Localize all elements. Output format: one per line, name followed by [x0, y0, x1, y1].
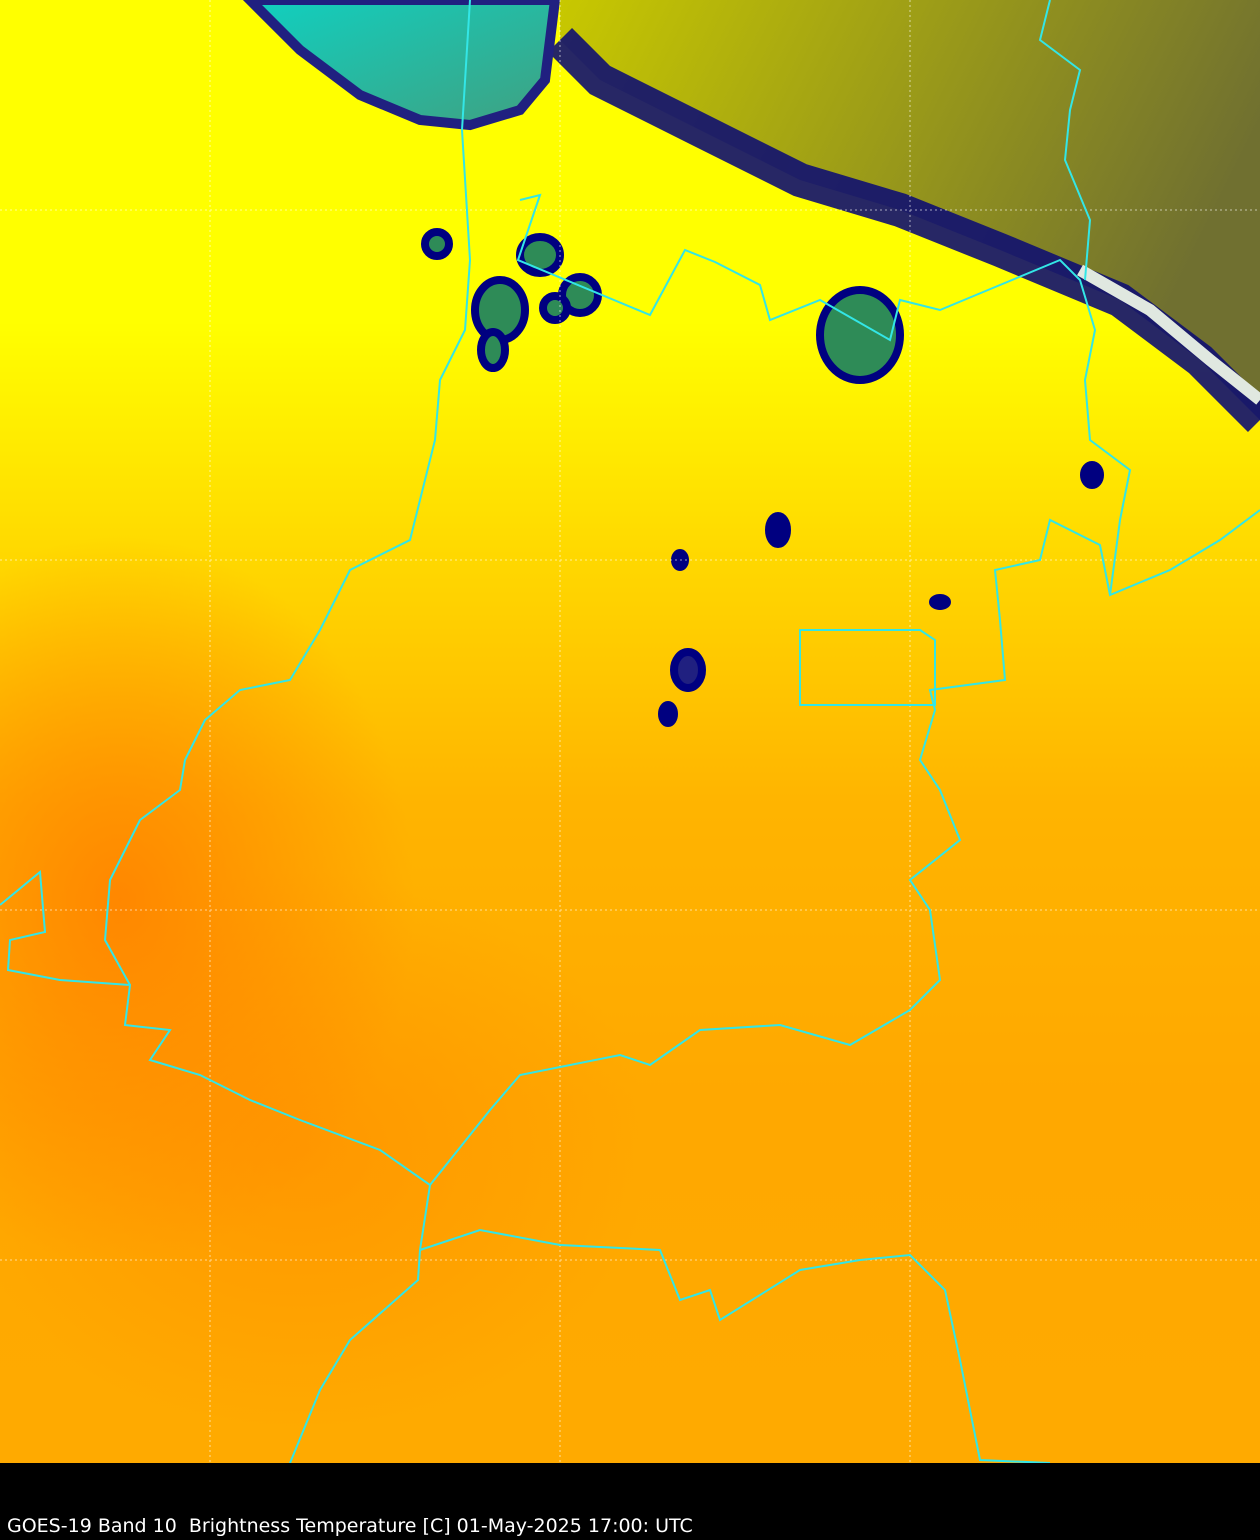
storm-cells: [421, 228, 1104, 727]
brightness-temperature-map: [0, 0, 1260, 1463]
lake: [242, 0, 561, 131]
political-borders: [0, 0, 1260, 1463]
cloud-band-core: [1077, 264, 1260, 405]
lat-lon-grid: [0, 0, 1260, 1463]
image-caption: GOES-19 Band 10 Brightness Temperature […: [7, 1515, 693, 1537]
